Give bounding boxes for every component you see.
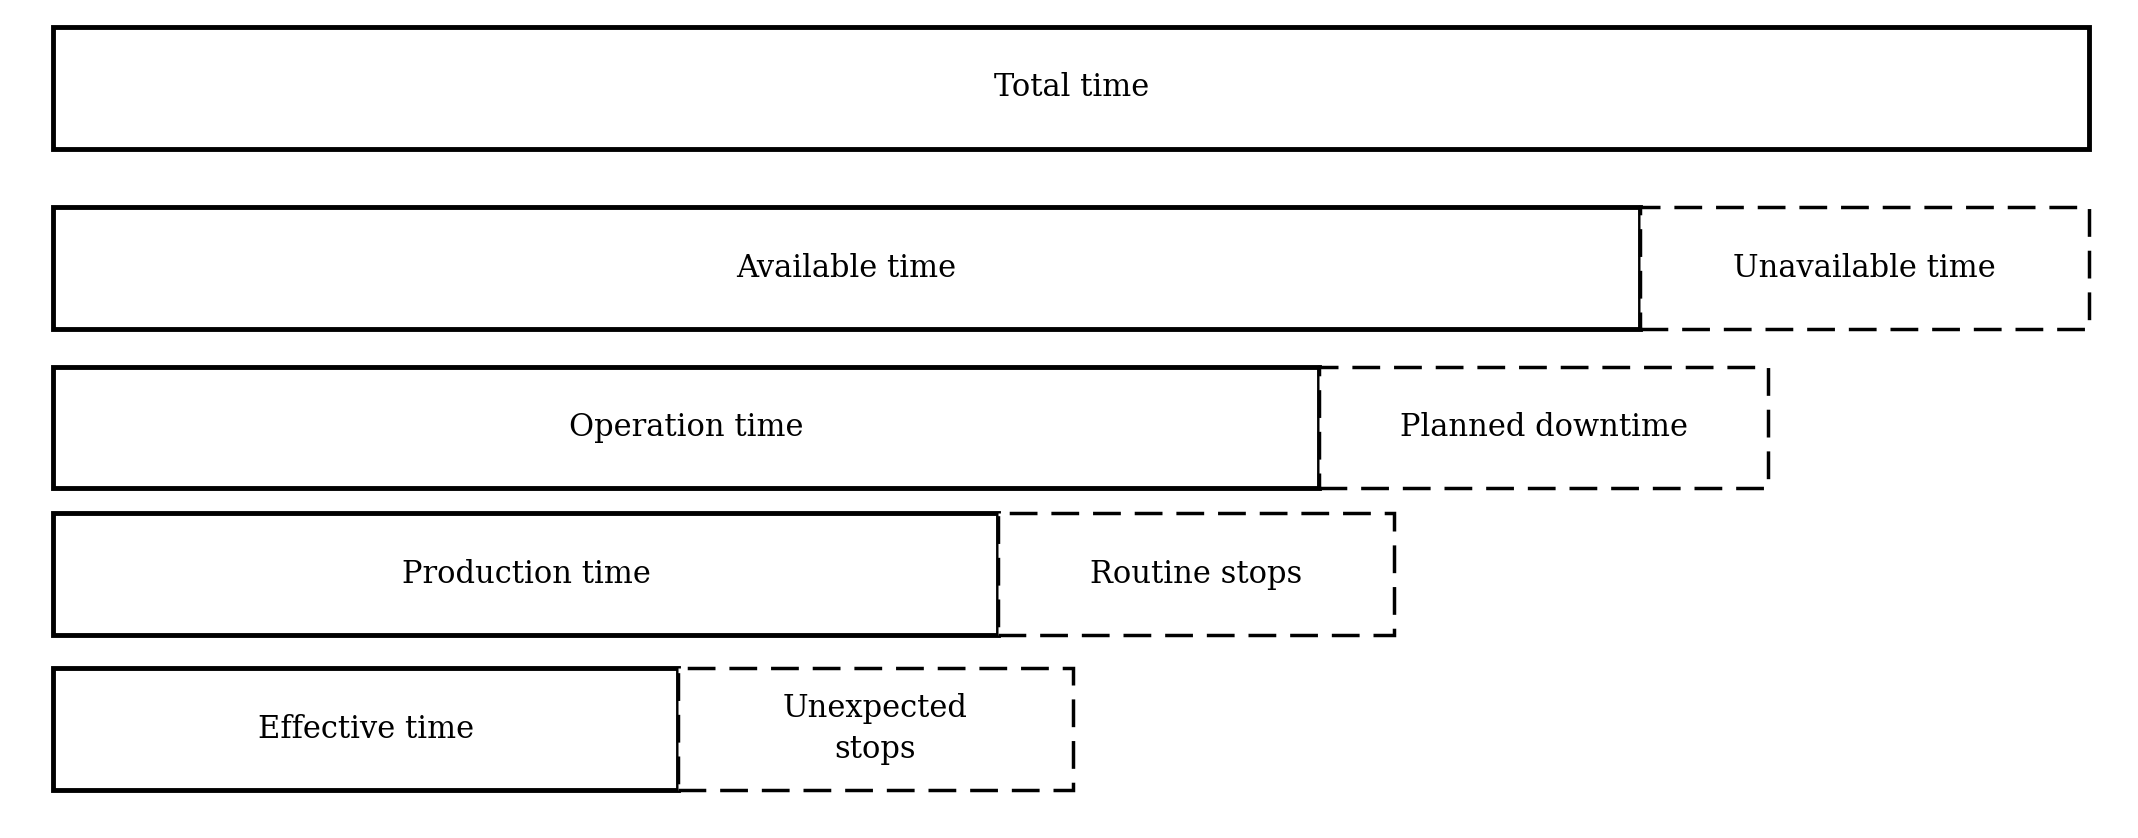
Text: Unavailable time: Unavailable time (1734, 253, 1995, 283)
Text: Unexpected
stops: Unexpected stops (783, 693, 969, 765)
Text: Total time: Total time (994, 73, 1148, 103)
Bar (53, 27, 2089, 149)
Bar (53, 207, 1640, 328)
Text: Effective time: Effective time (257, 714, 475, 744)
Text: Planned downtime: Planned downtime (1400, 412, 1687, 442)
Bar (53, 669, 678, 789)
Bar (53, 513, 998, 635)
Text: Routine stops: Routine stops (1090, 559, 1302, 589)
Text: Operation time: Operation time (569, 412, 804, 442)
Text: Available time: Available time (738, 253, 956, 283)
Bar (1319, 367, 1768, 488)
Bar (1640, 207, 2089, 328)
Bar (53, 367, 1319, 488)
Text: Production time: Production time (402, 559, 650, 589)
Bar (998, 513, 1394, 635)
Bar (678, 669, 1073, 789)
